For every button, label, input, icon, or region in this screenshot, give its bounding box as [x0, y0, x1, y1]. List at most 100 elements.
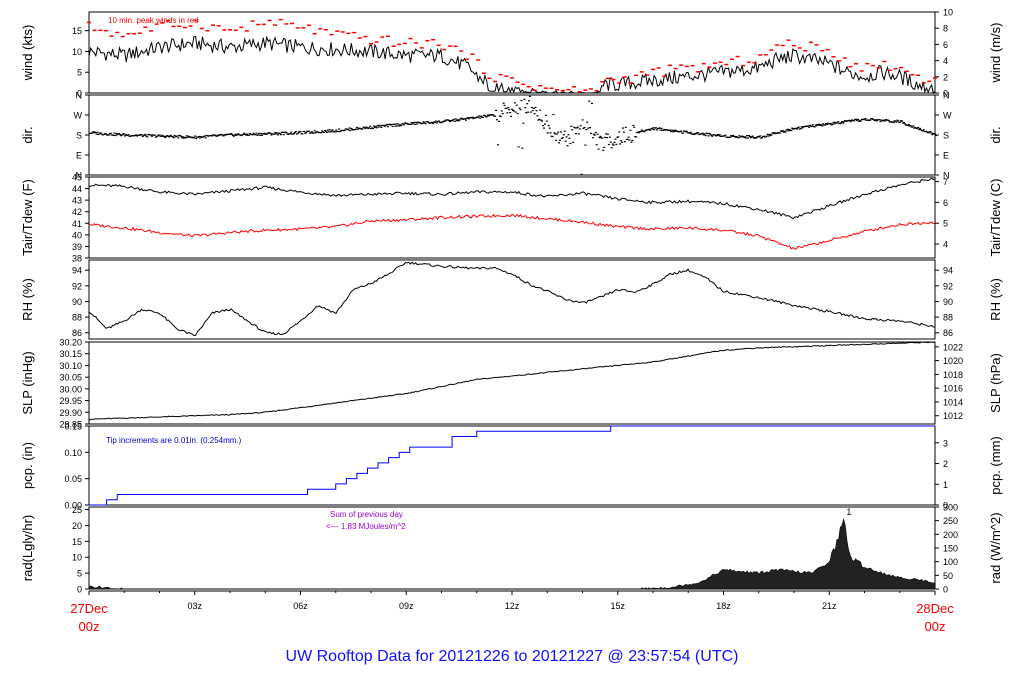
y-tick-label: 88 — [72, 313, 82, 323]
wind-dir-point — [574, 132, 577, 135]
wind-dir-point — [544, 114, 547, 116]
y-tick-label: 90 — [72, 297, 82, 307]
wind-dir-point — [690, 133, 693, 135]
y-tick-label: 5 — [77, 68, 82, 78]
wind-dir-point — [767, 135, 770, 137]
wind-dir-point — [921, 130, 924, 132]
wind-dir-point — [884, 120, 887, 122]
wind-dir-point — [607, 143, 610, 146]
wind-dir-point — [587, 127, 590, 129]
wind-dir-point — [386, 123, 389, 126]
peak-wind-marker — [622, 76, 627, 78]
wind-dir-point — [652, 127, 655, 129]
y-tick-label: 30.15 — [59, 349, 82, 359]
wind-dir-point — [512, 110, 515, 112]
panel-frame — [88, 341, 936, 425]
wind-dir-point — [276, 132, 279, 134]
wind-dir-point — [150, 134, 153, 136]
wind-dir-point — [251, 134, 254, 136]
wind-dir-point — [320, 132, 323, 134]
wind-dir-point — [900, 119, 903, 122]
wind-dir-point — [929, 131, 932, 133]
peak-wind-marker — [228, 28, 232, 31]
y-tick-label-right: 92 — [943, 281, 953, 291]
wind-dir-point — [708, 132, 711, 135]
peak-wind-marker — [126, 33, 131, 35]
wind-dir-point — [422, 121, 425, 123]
wind-dir-point — [257, 134, 260, 136]
wind-dir-point — [571, 129, 574, 131]
peak-wind-marker — [233, 29, 238, 32]
wind-dir-point — [745, 137, 748, 139]
wind-dir-point — [456, 119, 459, 121]
peak-wind-marker — [605, 77, 610, 80]
wind-dir-point — [580, 173, 583, 175]
wind-dir-point — [143, 134, 146, 137]
wind-dir-point — [629, 129, 632, 131]
peak-wind-marker — [306, 24, 311, 27]
peak-wind-marker — [560, 89, 565, 92]
wind-dir-point — [781, 130, 784, 132]
wind-dir-point — [564, 140, 567, 142]
wind-dir-point — [126, 134, 129, 137]
wind-dir-point — [453, 120, 456, 123]
wind-dir-point — [747, 137, 749, 139]
wind-dir-point — [391, 125, 394, 128]
y-tick-label-right: 86 — [943, 328, 953, 338]
wind-dir-point — [682, 132, 685, 134]
wind-dir-point — [420, 123, 423, 125]
peak-wind-marker — [543, 87, 548, 89]
wind-dir-point — [551, 135, 554, 138]
wind-dir-point — [807, 125, 810, 127]
wind-dir-point — [183, 137, 185, 139]
wind-dir-point — [527, 111, 530, 113]
peak-wind-marker — [549, 87, 554, 90]
y-tick-label-right: 8 — [943, 24, 948, 34]
y-tick-label: 0 — [77, 89, 82, 99]
wind-dir-point — [856, 119, 859, 122]
wind-dir-point — [897, 120, 900, 122]
wind-dir-point — [711, 135, 714, 137]
y-tick-label-right: 1016 — [943, 384, 963, 394]
wind-dir-point — [192, 136, 195, 138]
wind-dir-point — [245, 134, 248, 136]
wind-dir-point — [676, 130, 679, 132]
wind-dir-point — [521, 147, 524, 149]
wind-dir-point — [695, 133, 698, 135]
wind-dir-point — [811, 124, 814, 126]
wind-dir-point — [361, 128, 364, 130]
wind-dir-point — [640, 129, 643, 131]
wind-dir-point — [371, 127, 374, 129]
wind-dir-point — [124, 133, 127, 136]
wind-dir-point — [186, 136, 189, 138]
peak-wind-marker — [707, 66, 712, 68]
wind-dir-point — [702, 134, 705, 136]
wind-dir-point — [618, 131, 621, 133]
y-tick-label: N — [76, 91, 83, 101]
wind-dir-point — [366, 127, 369, 129]
peak-wind-marker — [397, 43, 402, 46]
wind-dir-point — [703, 133, 706, 135]
wind-dir-point — [922, 129, 925, 131]
wind-dir-point — [737, 137, 740, 139]
peak-wind-marker — [278, 18, 283, 21]
panel-pcp: 0.00 0.05 0.10 0.15 0 1 2 3 pcp. (in) pcp. (mm) Ti… — [20, 422, 1003, 511]
wind-dir-point — [248, 132, 251, 135]
y-axis-label-right: Tair/Tdew (C) — [988, 178, 1003, 256]
wind-dir-point — [704, 134, 707, 137]
peak-wind-marker — [746, 61, 751, 64]
wind-dir-point — [235, 134, 238, 136]
wind-dir-point — [513, 102, 516, 104]
peak-wind-marker — [645, 74, 650, 76]
wind-dir-point — [478, 115, 481, 117]
wind-dir-point — [279, 134, 282, 136]
wind-dir-point — [520, 99, 523, 102]
wind-dir-point — [523, 98, 526, 100]
wind-dir-point — [605, 133, 608, 135]
wind-dir-point — [448, 119, 451, 122]
wind-dir-point — [312, 132, 315, 134]
wind-dir-point — [888, 120, 890, 122]
wind-dir-point — [314, 132, 317, 134]
wind-dir-point — [584, 144, 587, 146]
